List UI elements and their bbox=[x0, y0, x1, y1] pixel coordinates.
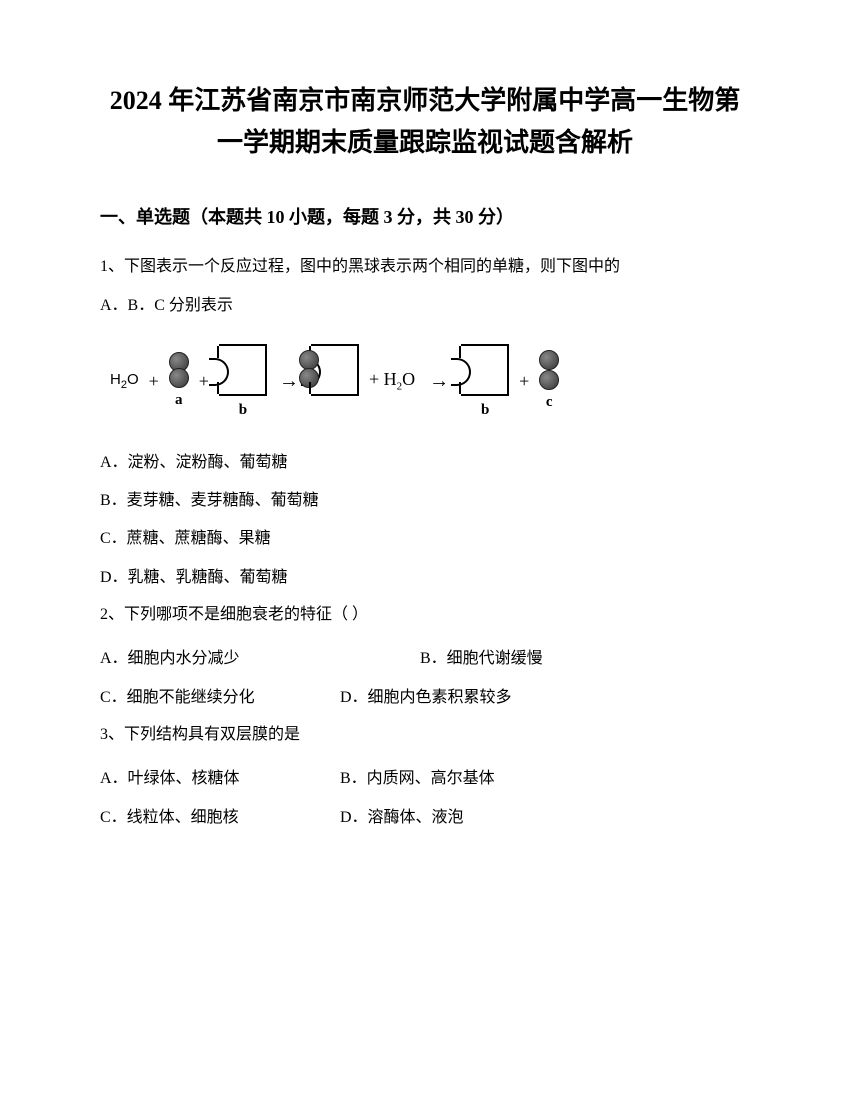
question-1-options: A．淀粉、淀粉酶、葡萄糖 B．麦芽糖、麦芽糖酶、葡萄糖 C．蔗糖、蔗糖酶、果糖 … bbox=[100, 444, 750, 598]
question-1-text-line1: 1、下图表示一个反应过程，图中的黑球表示两个相同的单糖，则下图中的 bbox=[100, 249, 750, 284]
option-a: A．淀粉、淀粉酶、葡萄糖 bbox=[100, 444, 750, 482]
option-b: B．细胞代谢缓慢 bbox=[420, 640, 620, 678]
option-d: D．溶酶体、液泡 bbox=[340, 799, 540, 837]
question-2-options: A．细胞内水分减少 B．细胞代谢缓慢 C．细胞不能继续分化 D．细胞内色素积累较… bbox=[100, 640, 750, 717]
sphere-icon bbox=[299, 350, 319, 370]
plus-icon: + bbox=[149, 371, 159, 392]
question-2-text: 2、下列哪项不是细胞衰老的特征（ ） bbox=[100, 597, 750, 632]
plus-icon: + H2O bbox=[369, 369, 415, 393]
enzyme-complex bbox=[311, 344, 359, 419]
question-1: 1、下图表示一个反应过程，图中的黑球表示两个相同的单糖，则下图中的 A．B．C … bbox=[100, 249, 750, 323]
molecule-a: a bbox=[169, 354, 189, 409]
sphere-icon bbox=[169, 368, 189, 388]
sphere-icon bbox=[299, 368, 319, 388]
document-title: 2024 年江苏省南京市南京师范大学附属中学高一生物第一学期期末质量跟踪监视试题… bbox=[100, 80, 750, 163]
h2o-label: H2O bbox=[110, 371, 139, 391]
plus-icon: + bbox=[519, 371, 529, 392]
enzyme-b-2: b bbox=[461, 344, 509, 419]
question-1-text-line2: A．B．C 分别表示 bbox=[100, 288, 750, 323]
question-3-text: 3、下列结构具有双层膜的是 bbox=[100, 717, 750, 752]
reaction-diagram: H2O + a + b → + H2O → bbox=[100, 344, 750, 419]
question-3-options: A．叶绿体、核糖体 B．内质网、高尔基体 C．线粒体、细胞核 D．溶酶体、液泡 bbox=[100, 760, 750, 837]
option-c: C．细胞不能继续分化 bbox=[100, 679, 300, 717]
label-b-2: b bbox=[481, 402, 489, 419]
sphere-icon bbox=[539, 370, 559, 390]
sphere-icon bbox=[539, 350, 559, 370]
option-d: D．细胞内色素积累较多 bbox=[340, 679, 540, 717]
label-a: a bbox=[175, 392, 183, 409]
enzyme-b: b bbox=[219, 344, 267, 419]
section-header: 一、单选题（本题共 10 小题，每题 3 分，共 30 分） bbox=[100, 203, 750, 229]
arrow-icon: → bbox=[279, 370, 299, 393]
plus-icon: + bbox=[199, 371, 209, 392]
option-c: C．蔗糖、蔗糖酶、果糖 bbox=[100, 520, 750, 558]
option-b: B．内质网、高尔基体 bbox=[340, 760, 540, 798]
option-a: A．细胞内水分减少 bbox=[100, 640, 300, 678]
label-c: c bbox=[546, 394, 553, 411]
option-b: B．麦芽糖、麦芽糖酶、葡萄糖 bbox=[100, 482, 750, 520]
label-b: b bbox=[239, 402, 247, 419]
label-spacer bbox=[333, 402, 337, 419]
arrow-icon: → bbox=[429, 370, 449, 393]
question-2: 2、下列哪项不是细胞衰老的特征（ ） bbox=[100, 597, 750, 632]
option-c: C．线粒体、细胞核 bbox=[100, 799, 300, 837]
products-c: c bbox=[539, 352, 559, 411]
option-d: D．乳糖、乳糖酶、葡萄糖 bbox=[100, 559, 750, 597]
question-3: 3、下列结构具有双层膜的是 bbox=[100, 717, 750, 752]
option-a: A．叶绿体、核糖体 bbox=[100, 760, 300, 798]
